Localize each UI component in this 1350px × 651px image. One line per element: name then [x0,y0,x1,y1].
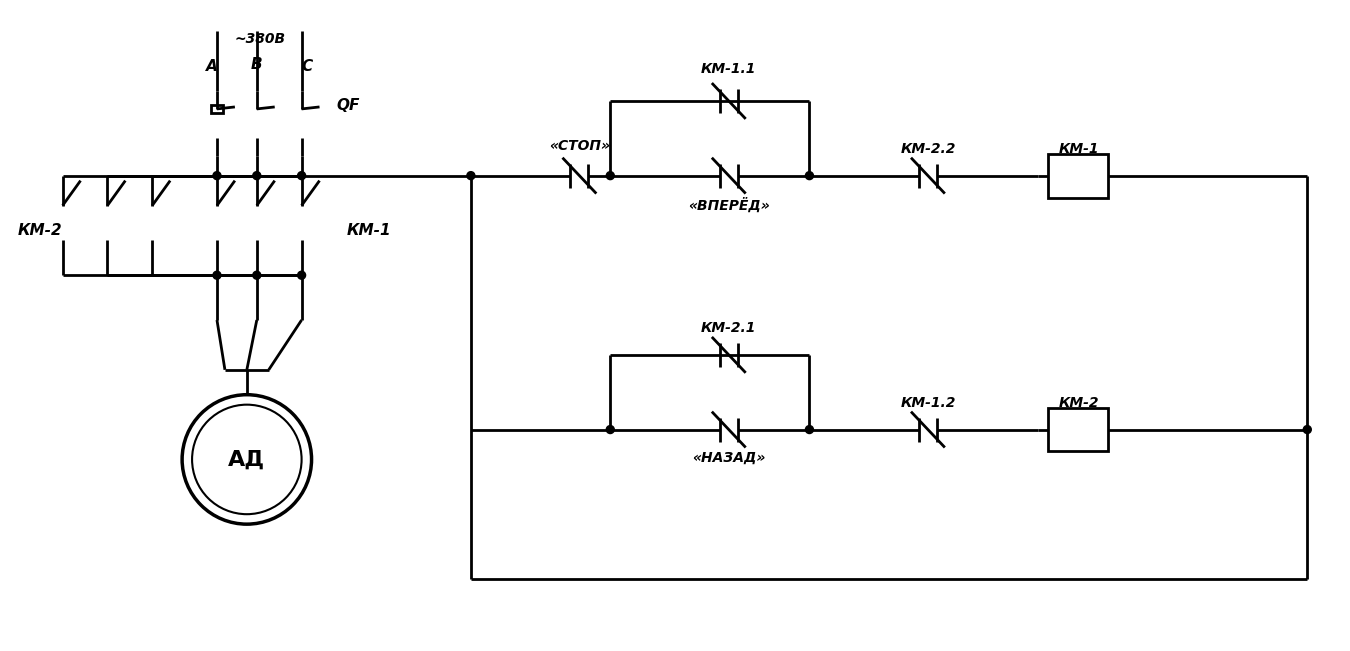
Circle shape [297,271,305,279]
Circle shape [1303,426,1311,434]
Bar [211,105,223,113]
Text: «СТОП»: «СТОП» [549,139,610,153]
Circle shape [606,172,614,180]
Text: КМ-1: КМ-1 [347,223,391,238]
Text: QF: QF [336,98,360,113]
Circle shape [467,172,475,180]
Bar [1049,154,1108,197]
Circle shape [213,172,221,180]
Text: ~380В: ~380В [234,33,285,46]
Circle shape [606,426,614,434]
Text: КМ-2: КМ-2 [18,223,62,238]
Text: C: C [301,59,312,74]
Text: КМ-1.2: КМ-1.2 [900,396,956,409]
Text: КМ-1.1: КМ-1.1 [701,62,756,76]
Circle shape [806,426,814,434]
Circle shape [252,271,261,279]
Bar [1049,408,1108,451]
Text: «ВПЕРЁД»: «ВПЕРЁД» [688,198,769,213]
Text: B: B [251,57,263,72]
Circle shape [252,172,261,180]
Text: «НАЗАД»: «НАЗАД» [693,450,765,464]
Text: АД: АД [228,449,266,469]
Text: КМ-2.2: КМ-2.2 [900,142,956,156]
Text: КМ-2: КМ-2 [1058,396,1099,409]
Circle shape [213,271,221,279]
Text: КМ-2.1: КМ-2.1 [701,321,756,335]
Text: КМ-1: КМ-1 [1058,142,1099,156]
Circle shape [297,172,305,180]
Circle shape [806,172,814,180]
Text: A: A [207,59,217,74]
